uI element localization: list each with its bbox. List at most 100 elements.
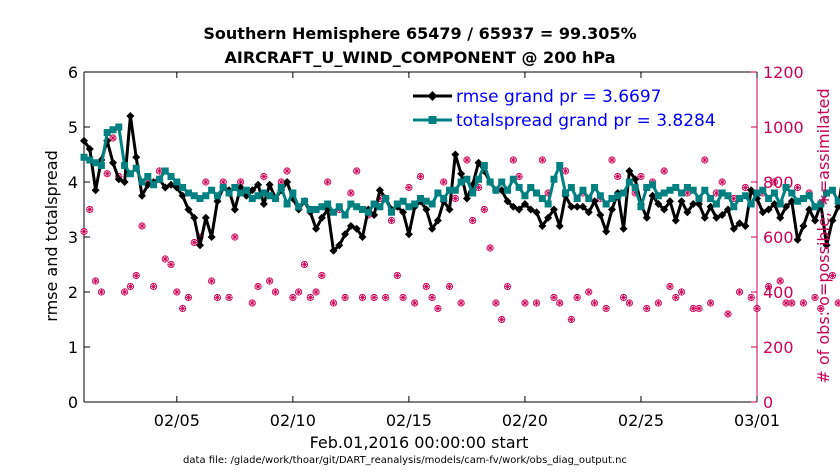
rmse-point [167, 180, 176, 189]
totalspread-point [103, 129, 111, 136]
totalspread-point [654, 192, 662, 200]
obs-assimilated-point [283, 167, 291, 175]
obs-assimilated-point [452, 195, 459, 202]
totalspread-point [591, 184, 599, 191]
obs-assimilated-point [167, 261, 175, 268]
obs-assimilated-point [684, 189, 691, 197]
x-tick-label: 02/20 [502, 411, 548, 430]
obs-assimilated-point [666, 283, 674, 290]
obs-assimilated-point [266, 277, 273, 285]
y2-axis-label: # of obs: o=possible; ∗=assimilated [814, 88, 833, 383]
rmse-point [631, 175, 640, 184]
totalspread-point [324, 200, 332, 208]
rmse-point [126, 112, 135, 120]
rmse-point [538, 222, 547, 230]
rmse-point [700, 213, 709, 222]
legend-rmse-label: rmse grand pr = 3.6697 [456, 87, 661, 107]
obs-assimilated-point [678, 288, 685, 296]
x-tick-label: 02/25 [618, 411, 664, 430]
obs-assimilated-point [718, 178, 726, 186]
obs-assimilated-point [533, 299, 540, 307]
totalspread-point [608, 195, 616, 202]
obs-assimilated-point [544, 189, 552, 197]
totalspread-point [585, 195, 593, 202]
totalspread-point [782, 184, 790, 191]
totalspread-point [347, 200, 355, 208]
rmse-point [729, 224, 738, 233]
rmse-point [207, 233, 216, 241]
totalspread-point [689, 186, 697, 194]
totalspread-point [678, 189, 686, 197]
totalspread-point [248, 195, 256, 202]
totalspread-point [533, 189, 541, 197]
obs-assimilated-point [104, 170, 111, 177]
totalspread-point [260, 189, 268, 197]
totalspread-point [486, 178, 494, 186]
totalspread-point [364, 208, 372, 216]
rmse-point [265, 180, 274, 189]
obs-assimilated-point [127, 283, 134, 290]
x-axis-label: Feb.01,2016 00:00:00 start [310, 433, 529, 452]
obs-assimilated-point [80, 228, 88, 235]
totalspread-point [712, 200, 720, 208]
totalspread-point [97, 162, 105, 169]
rmse-point [80, 136, 88, 145]
obs-assimilated-point [817, 305, 825, 312]
rmse-point [428, 224, 437, 233]
obs-assimilated-point [631, 189, 639, 197]
obs-assimilated-point [92, 277, 99, 285]
totalspread-point [202, 192, 210, 200]
rmse-point [776, 213, 785, 222]
rmse-point [329, 246, 338, 255]
obs-assimilated-point [602, 305, 610, 312]
y-axis-label: rmse and totalspread [42, 150, 61, 321]
obs-assimilated-point [307, 294, 314, 301]
rmse-point [683, 208, 692, 217]
totalspread-point [509, 175, 517, 183]
obs-assimilated-point [434, 305, 442, 312]
obs-assimilated-point [191, 239, 198, 246]
y2-tick-label: 1000 [763, 118, 804, 137]
totalspread-point [504, 186, 512, 194]
obs-assimilated-point [312, 288, 320, 296]
totalspread-point [266, 192, 274, 200]
obs-assimilated-point [423, 283, 430, 290]
obs-assimilated-point [254, 283, 262, 290]
totalspread-point [341, 211, 349, 219]
obs-assimilated-point [341, 294, 349, 301]
totalspread-point [724, 192, 732, 200]
obs-assimilated-point [440, 178, 447, 186]
totalspread-point [219, 184, 227, 191]
obs-assimilated-point [736, 288, 743, 296]
rmse-point [735, 219, 744, 228]
obs-assimilated-point [173, 288, 181, 296]
totalspread-point [121, 162, 129, 169]
totalspread-point [318, 203, 326, 211]
obs-assimilated-point [492, 299, 500, 307]
obs-assimilated-point [585, 288, 592, 296]
rmse-point [799, 222, 808, 230]
totalspread-point [353, 203, 361, 211]
totalspread-point [562, 189, 570, 197]
totalspread-point [289, 189, 297, 197]
data-file-footnote: data file: /glade/work/thoar/git/DART_re… [183, 455, 627, 466]
rmse-point [654, 200, 663, 208]
rmse-point [515, 205, 524, 214]
obs-assimilated-point [196, 233, 204, 241]
totalspread-point [440, 195, 448, 202]
y-tick-label: 2 [68, 283, 78, 302]
x-tick-label: 03/01 [734, 411, 780, 430]
rmse-point [706, 202, 715, 211]
rmse-point [584, 208, 593, 217]
totalspread-point [521, 192, 529, 200]
rmse-point [567, 202, 576, 211]
obs-assimilated-point [370, 294, 378, 301]
totalspread-point [225, 189, 233, 197]
obs-assimilated-point [771, 178, 778, 186]
obs-assimilated-point [701, 156, 708, 164]
obs-assimilated-point [481, 206, 488, 213]
totalspread-point [277, 184, 285, 191]
totalspread-point [637, 203, 645, 211]
rmse-point [520, 200, 529, 208]
